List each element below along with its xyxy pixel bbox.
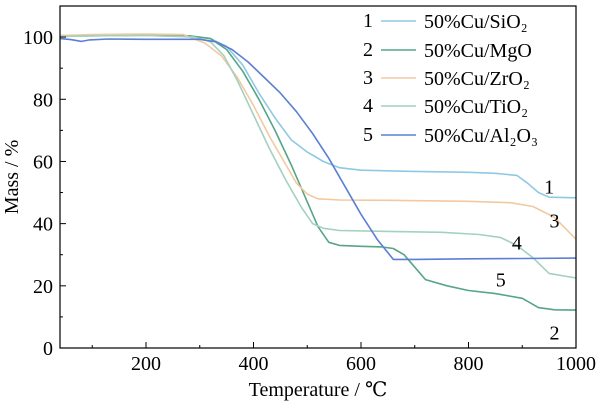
legend: 1 50%Cu/SiO₂ 2 50%Cu/MgO 3 50%Cu/ZrO₂ 4 50%Cu/T… xyxy=(363,10,538,147)
series-line-3 xyxy=(59,33,577,240)
y-tick-label: 0 xyxy=(43,338,53,360)
legend-label: 50%Cu/ZrO₂ xyxy=(424,68,530,90)
x-tick-label: 1000 xyxy=(556,353,596,375)
curve-label-5: 5 xyxy=(496,270,506,292)
legend-label: 50%Cu/Al₂O₃ xyxy=(424,125,538,147)
x-tick-label: 400 xyxy=(239,353,269,375)
legend-number: 3 xyxy=(363,67,373,89)
series-line-5 xyxy=(59,37,577,261)
plot-frame xyxy=(59,5,577,349)
legend-number: 2 xyxy=(363,39,373,61)
legend-number: 5 xyxy=(363,124,373,146)
y-tick-label: 20 xyxy=(33,276,53,298)
y-axis-title: Mass / % xyxy=(1,140,23,214)
x-tick-label: 800 xyxy=(454,353,484,375)
y-tick-label: 80 xyxy=(33,89,53,111)
legend-label: 50%Cu/TiO₂ xyxy=(424,96,528,118)
x-tick-label: 200 xyxy=(131,353,161,375)
y-tick-label: 40 xyxy=(33,214,53,236)
series-layer xyxy=(59,33,577,311)
y-tick-label: 100 xyxy=(23,27,53,49)
x-axis-title: Temperature / ℃ xyxy=(249,379,388,401)
x-tick-label: 600 xyxy=(346,353,376,375)
legend-number: 1 xyxy=(363,10,373,32)
curve-label-2: 2 xyxy=(550,322,560,344)
curve-label-1: 1 xyxy=(544,176,554,198)
legend-label: 50%Cu/MgO xyxy=(424,40,532,62)
annotation-layer: 1 3 45 2 xyxy=(496,176,560,344)
axes-layer: 200 400 600 800 1000 0 20 40 60 80 100 xyxy=(23,27,596,375)
legend-number: 4 xyxy=(363,95,373,117)
legend-label: 50%Cu/SiO₂ xyxy=(424,11,528,33)
y-tick-label: 60 xyxy=(33,151,53,173)
curve-label-4: 4 xyxy=(512,232,522,254)
curve-label-3: 3 xyxy=(550,211,560,233)
